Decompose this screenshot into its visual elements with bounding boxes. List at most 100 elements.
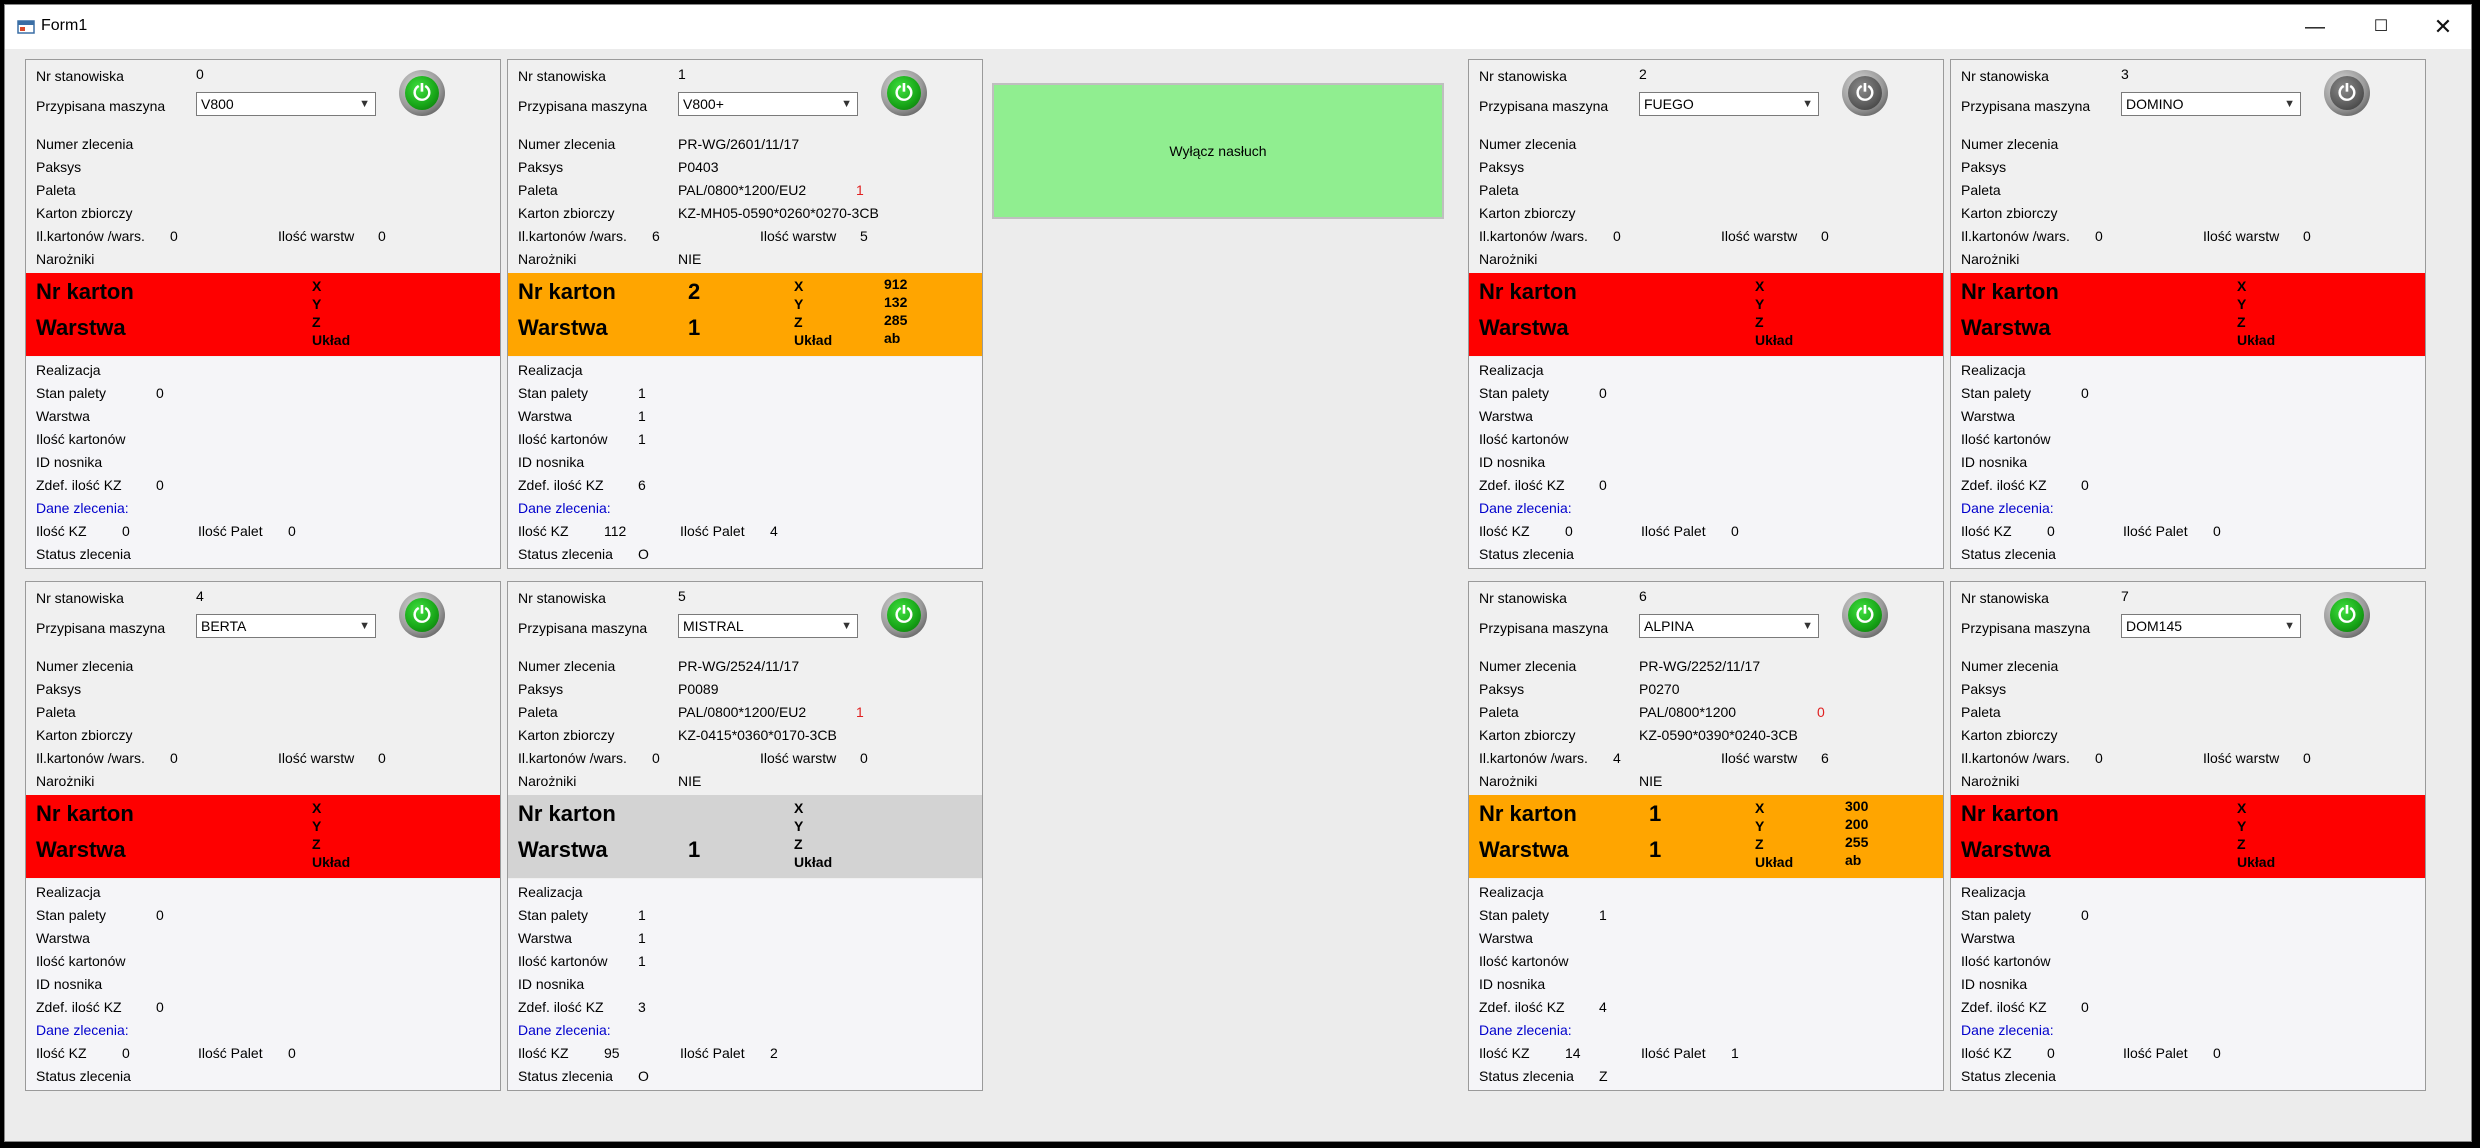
- pallet-state-label: Stan palety: [518, 907, 589, 923]
- station-panel-4: Nr stanowiska 4 Przypisana maszyna BERTA…: [25, 581, 501, 1091]
- kz-count-value: 112: [604, 523, 627, 539]
- z-label: Z: [312, 314, 321, 330]
- carton-count-value: 1: [638, 953, 646, 969]
- machine-select[interactable]: DOM145 ▼: [2121, 614, 2301, 638]
- machine-select[interactable]: DOMINO ▼: [2121, 92, 2301, 116]
- corners-label: Narożniki: [1961, 773, 2020, 789]
- maximize-button[interactable]: ☐: [2373, 18, 2389, 35]
- nr-karton-label: Nr karton: [518, 801, 616, 826]
- pallet-label: Paleta: [518, 704, 558, 720]
- order-status-value: Z: [1599, 1068, 1608, 1084]
- machine-select[interactable]: MISTRAL ▼: [678, 614, 858, 638]
- pallet-count-label: Ilość Palet: [198, 523, 263, 539]
- pallet-value: PAL/0800*1200/EU2: [678, 182, 807, 198]
- cartons-per-layer-label: Il.kartonów /wars.: [518, 750, 627, 766]
- nr-karton-value: 1: [1649, 801, 1662, 826]
- layers-label: Ilość warstw: [760, 750, 837, 766]
- pallet-count-value: 0: [288, 523, 296, 539]
- power-icon: ⏻: [405, 76, 439, 110]
- order-value: PR-WG/2601/11/17: [678, 136, 800, 152]
- pallet-state-value: 0: [156, 385, 164, 401]
- layer-label: Warstwa: [518, 930, 572, 946]
- carton-label: Karton zbiorczy: [1479, 205, 1576, 221]
- machine-select[interactable]: BERTA ▼: [196, 614, 376, 638]
- cartons-per-layer-value: 6: [652, 228, 660, 244]
- machine-label: Przypisana maszyna: [518, 98, 648, 114]
- machine-select[interactable]: V800 ▼: [196, 92, 376, 116]
- station-number: 2: [1639, 66, 1647, 82]
- paksys-label: Paksys: [36, 159, 82, 175]
- def-kz-value: 0: [156, 477, 164, 493]
- cartons-per-layer-label: Il.kartonów /wars.: [1961, 750, 2070, 766]
- close-button[interactable]: ✕: [2433, 14, 2453, 39]
- order-status-label: Status zlecenia: [518, 546, 613, 562]
- power-button[interactable]: ⏻: [2324, 592, 2370, 638]
- station-panel-5: Nr stanowiska 5 Przypisana maszyna MISTR…: [507, 581, 983, 1091]
- power-button[interactable]: ⏻: [399, 592, 445, 638]
- layers-value: 5: [860, 228, 868, 244]
- kz-count-value: 0: [122, 1045, 130, 1061]
- pallet-state-value: 0: [156, 907, 164, 923]
- y-label: Y: [794, 818, 804, 834]
- def-kz-value: 3: [638, 999, 646, 1015]
- carton-label: Karton zbiorczy: [36, 727, 133, 743]
- kz-count-label: Ilość KZ: [36, 1045, 87, 1061]
- warstwa-value: 1: [688, 315, 701, 340]
- z-label: Z: [794, 836, 803, 852]
- y-value: 200: [1845, 816, 1869, 832]
- realization-label: Realizacja: [1479, 884, 1544, 900]
- machine-select[interactable]: V800+ ▼: [678, 92, 858, 116]
- chevron-down-icon: ▼: [841, 620, 852, 632]
- x-label: X: [794, 278, 804, 294]
- power-icon: ⏻: [1848, 598, 1882, 632]
- kz-count-label: Ilość KZ: [1961, 1045, 2012, 1061]
- power-button[interactable]: ⏻: [881, 70, 927, 116]
- machine-select-value: V800+: [683, 96, 724, 112]
- station-panel-1: Nr stanowiska 1 Przypisana maszyna V800+…: [507, 59, 983, 569]
- layers-label: Ilość warstw: [2203, 750, 2280, 766]
- corners-value: NIE: [678, 251, 702, 267]
- layers-label: Ilość warstw: [278, 228, 355, 244]
- machine-label: Przypisana maszyna: [1479, 620, 1609, 636]
- pallet-state-value: 1: [638, 907, 646, 923]
- station-number: 5: [678, 588, 686, 604]
- power-button[interactable]: ⏻: [399, 70, 445, 116]
- machine-select-value: ALPINA: [1644, 618, 1694, 634]
- uklad-value: ab: [1845, 852, 1862, 868]
- order-status-label: Status zlecenia: [36, 546, 131, 562]
- station-number: 0: [196, 66, 204, 82]
- y-label: Y: [1755, 296, 1765, 312]
- pallet-state-label: Stan palety: [1479, 907, 1550, 923]
- power-button[interactable]: ⏻: [1842, 70, 1888, 116]
- warstwa-value: 1: [1649, 837, 1662, 862]
- nr-karton-label: Nr karton: [1479, 279, 1577, 304]
- pallet-count-label: Ilość Palet: [680, 523, 745, 539]
- minimize-button[interactable]: —: [2305, 16, 2325, 38]
- machine-select[interactable]: ALPINA ▼: [1639, 614, 1819, 638]
- machine-select[interactable]: FUEGO ▼: [1639, 92, 1819, 116]
- realization-label: Realizacja: [1961, 362, 2026, 378]
- pallet-label: Paleta: [36, 704, 76, 720]
- y-label: Y: [312, 296, 322, 312]
- pallet-count-value: 1: [1731, 1045, 1739, 1061]
- uklad-value: ab: [884, 330, 901, 346]
- carton-count-label: Ilość kartonów: [1961, 431, 2051, 447]
- carton-count-value: 1: [638, 431, 646, 447]
- def-kz-label: Zdef. ilość KZ: [518, 477, 604, 493]
- paksys-value: P0403: [678, 159, 719, 175]
- corners-value: NIE: [678, 773, 702, 789]
- power-button[interactable]: ⏻: [2324, 70, 2370, 116]
- station-label: Nr stanowiska: [36, 68, 124, 84]
- power-button[interactable]: ⏻: [1842, 592, 1888, 638]
- carton-status-band: Nr karton Warstwa X Y Z Układ: [26, 273, 500, 356]
- carton-count-label: Ilość kartonów: [36, 953, 126, 969]
- stop-listening-button[interactable]: Wyłącz nasłuch: [992, 83, 1444, 219]
- order-label: Numer zlecenia: [518, 658, 616, 674]
- machine-label: Przypisana maszyna: [36, 98, 166, 114]
- power-button[interactable]: ⏻: [881, 592, 927, 638]
- z-label: Z: [1755, 314, 1764, 330]
- pallet-state-value: 1: [638, 385, 646, 401]
- chevron-down-icon: ▼: [2284, 98, 2295, 110]
- kz-count-label: Ilość KZ: [36, 523, 87, 539]
- machine-select-value: MISTRAL: [683, 618, 744, 634]
